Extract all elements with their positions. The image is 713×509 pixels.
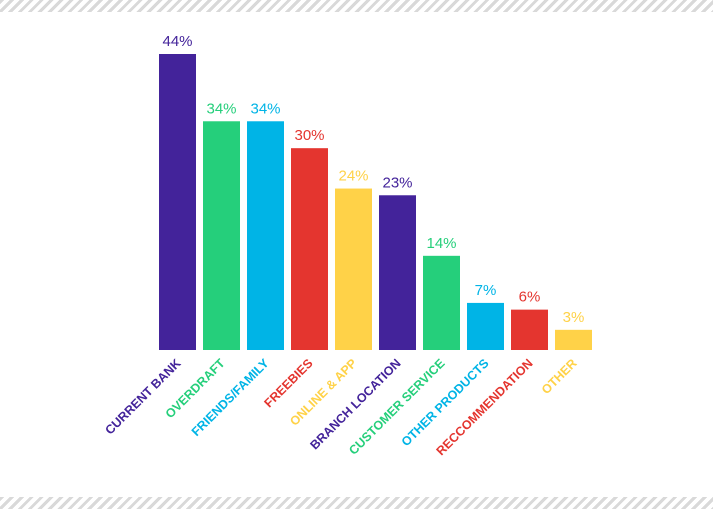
bar-reccommendation	[511, 309, 548, 350]
category-label-other: OTHER	[539, 356, 580, 397]
value-label-other-products: 7%	[475, 282, 497, 299]
bar-overdraft	[203, 121, 240, 350]
value-label-other: 3%	[563, 309, 585, 326]
value-label-customer-service: 14%	[426, 235, 456, 252]
bar-freebies	[291, 148, 328, 350]
bar-friends-family	[247, 121, 284, 350]
bottom-stripe-border	[0, 497, 713, 509]
bar-other-products	[467, 302, 504, 350]
value-label-friends-family: 34%	[250, 100, 280, 117]
value-label-online-and-app: 24%	[338, 168, 368, 185]
category-label-current-bank: CURRENT BANK	[103, 356, 184, 437]
value-label-reccommendation: 6%	[519, 289, 541, 306]
value-label-branch-location: 23%	[382, 174, 412, 191]
top-stripe-border	[0, 0, 713, 12]
bar-customer-service	[423, 255, 460, 350]
category-label-other-products: OTHER PRODUCTS	[399, 356, 492, 449]
value-label-overdraft: 34%	[206, 100, 236, 117]
bar-other	[555, 329, 592, 350]
bar-online-and-app	[335, 188, 372, 350]
value-label-freebies: 30%	[294, 127, 324, 144]
bar-current-bank	[159, 54, 196, 350]
value-label-current-bank: 44%	[162, 33, 192, 50]
category-label-friends-family: FRIENDS/FAMILY	[189, 356, 272, 439]
bar-branch-location	[379, 195, 416, 350]
